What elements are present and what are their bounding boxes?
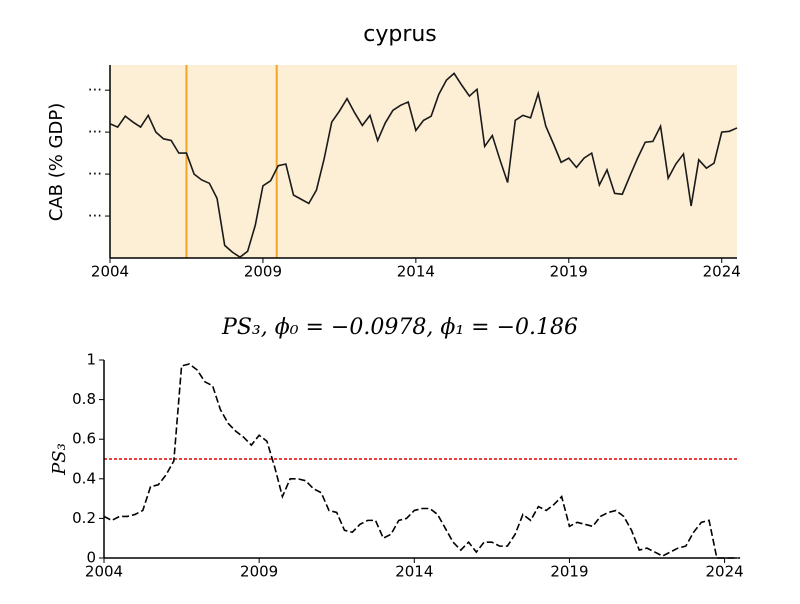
x-tick-label: 2019 bbox=[550, 263, 588, 281]
x-tick-label: 2009 bbox=[244, 263, 282, 281]
y-tick-label: ... bbox=[88, 203, 102, 221]
y-tick-label: 0 bbox=[86, 549, 96, 567]
y-tick-label: 0.6 bbox=[72, 430, 96, 448]
data-line bbox=[109, 72, 738, 259]
y-axis-label: PS₃ bbox=[49, 443, 70, 476]
x-tick-label: 2019 bbox=[550, 563, 588, 581]
y-tick-label: 1 bbox=[86, 351, 96, 369]
y-tick-label: 0.4 bbox=[72, 469, 96, 487]
chart-title: PS₃, ϕ₀ = −0.0978, ϕ₁ = −0.186 bbox=[221, 315, 578, 340]
y-tick-label: ... bbox=[88, 77, 102, 95]
x-tick-label: 2024 bbox=[703, 263, 741, 281]
data-line bbox=[103, 363, 741, 559]
y-tick-label: ... bbox=[88, 119, 102, 137]
y-tick-label: 0.8 bbox=[72, 390, 96, 408]
plot-area bbox=[110, 65, 737, 258]
y-axis-label: CAB (% GDP) bbox=[46, 103, 67, 222]
x-tick-label: 2014 bbox=[397, 263, 435, 281]
chart-title: cyprus bbox=[363, 22, 437, 47]
x-tick-label: 2014 bbox=[395, 563, 433, 581]
x-tick-label: 2024 bbox=[705, 563, 743, 581]
x-tick-label: 2004 bbox=[85, 563, 123, 581]
x-tick-label: 2009 bbox=[240, 563, 278, 581]
y-tick-label: 0.2 bbox=[72, 509, 96, 527]
x-tick-label: 2004 bbox=[91, 263, 129, 281]
y-tick-label: ... bbox=[88, 161, 102, 179]
